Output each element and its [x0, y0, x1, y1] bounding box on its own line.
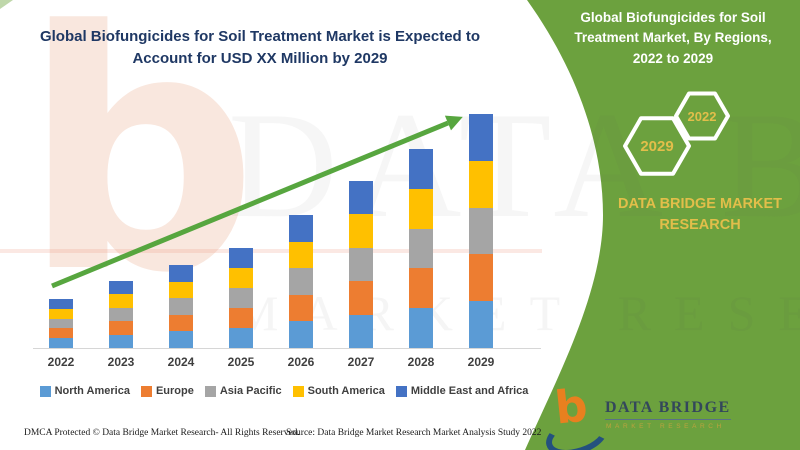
bar-segment-2022-middle-east-and-africa	[49, 299, 73, 309]
bar-segment-2023-north-america	[109, 334, 133, 348]
hexagon-2022-label: 2022	[687, 109, 717, 124]
bar-segment-2026-north-america	[289, 321, 313, 348]
bar-segment-2022-north-america	[49, 338, 73, 348]
x-axis-label-2028: 2028	[407, 355, 435, 369]
x-axis-label-2029: 2029	[467, 355, 495, 369]
hexagon-2029	[623, 116, 691, 176]
bar-segment-2025-south-america	[229, 268, 253, 288]
bar-segment-2026-middle-east-and-africa	[289, 215, 313, 242]
hexagons-graphic	[623, 91, 730, 176]
x-axis-line	[33, 348, 541, 349]
legend-label-middle-east-and-africa: Middle East and Africa	[410, 385, 529, 397]
green-panel-shape	[525, 0, 800, 450]
legend-item-north-america: North America	[39, 385, 130, 397]
bar-segment-2028-europe	[409, 268, 433, 309]
bar-segment-2028-south-america	[409, 188, 433, 229]
top-left-corner-accent	[0, 0, 13, 9]
legend-label-europe: Europe	[155, 385, 194, 397]
bar-segment-2029-europe	[469, 254, 493, 302]
legend-swatch-middle-east-and-africa	[395, 385, 407, 397]
bar-segment-2028-middle-east-and-africa	[409, 149, 433, 189]
bar-segment-2023-middle-east-and-africa	[109, 281, 133, 295]
hexagon-2029-label: 2029	[640, 138, 674, 155]
bar-segment-2023-south-america	[109, 294, 133, 308]
bar-segment-2027-middle-east-and-africa	[349, 181, 373, 215]
bar-segment-2024-north-america	[169, 331, 193, 348]
bar-segment-2029-south-america	[469, 160, 493, 208]
legend-label-south-america: South America	[307, 385, 385, 397]
bar-segment-2026-europe	[289, 294, 313, 322]
bar-segment-2024-south-america	[169, 281, 193, 299]
bar-segment-2027-south-america	[349, 214, 373, 248]
bar-segment-2027-europe	[349, 281, 373, 315]
bar-segment-2022-asia-pacific	[49, 318, 73, 329]
bar-segment-2026-south-america	[289, 241, 313, 269]
legend-swatch-south-america	[292, 385, 304, 397]
legend-label-asia-pacific: Asia Pacific	[219, 385, 282, 397]
bar-segment-2022-europe	[49, 328, 73, 339]
legend-item-south-america: South America	[292, 385, 385, 397]
x-axis-label-2023: 2023	[107, 355, 135, 369]
hexagon-2022	[674, 91, 730, 141]
x-axis-label-2024: 2024	[167, 355, 195, 369]
bar-segment-2026-asia-pacific	[289, 268, 313, 295]
bar-segment-2023-asia-pacific	[109, 307, 133, 322]
chart-legend: North America Europe Asia Pacific South Ame…	[26, 385, 542, 397]
footer-dmca-text: DMCA Protected © Data Bridge Market Rese…	[24, 428, 300, 438]
footer-source-text: Source: Data Bridge Market Research Mark…	[286, 428, 542, 438]
bar-segment-2022-south-america	[49, 308, 73, 319]
bar-segment-2025-north-america	[229, 328, 253, 348]
logo-tagline: MARKET RESEARCH	[606, 423, 725, 430]
logo-underline	[605, 419, 731, 420]
bar-segment-2027-north-america	[349, 314, 373, 348]
bar-segment-2024-middle-east-and-africa	[169, 265, 193, 282]
bar-segment-2025-europe	[229, 308, 253, 328]
legend-label-north-america: North America	[54, 385, 130, 397]
legend-swatch-europe	[140, 385, 152, 397]
bar-segment-2025-middle-east-and-africa	[229, 248, 253, 268]
legend-swatch-asia-pacific	[204, 385, 216, 397]
x-axis-label-2025: 2025	[227, 355, 255, 369]
legend-item-middle-east-and-africa: Middle East and Africa	[395, 385, 529, 397]
x-axis-label-2026: 2026	[287, 355, 315, 369]
bar-segment-2024-europe	[169, 314, 193, 332]
bar-segment-2027-asia-pacific	[349, 247, 373, 282]
legend-item-europe: Europe	[140, 385, 194, 397]
x-axis-label-2022: 2022	[47, 355, 75, 369]
bar-segment-2029-north-america	[469, 301, 493, 348]
panel-title: Global Biofungicides for Soil Treatment …	[574, 10, 772, 66]
chart-title: Global Biofungicides for Soil Treatment …	[39, 28, 481, 67]
data-bridge-logo: b DATA BRIDGE MARKET RESEARCH	[541, 378, 745, 450]
bar-segment-2029-middle-east-and-africa	[469, 114, 493, 161]
legend-item-asia-pacific: Asia Pacific	[204, 385, 282, 397]
bar-segment-2025-asia-pacific	[229, 288, 253, 308]
bar-segment-2028-asia-pacific	[409, 228, 433, 269]
x-axis-label-2027: 2027	[347, 355, 375, 369]
bar-segment-2029-asia-pacific	[469, 207, 493, 255]
legend-swatch-north-america	[39, 385, 51, 397]
logo-name: DATA BRIDGE	[605, 399, 731, 416]
bar-segment-2024-asia-pacific	[169, 298, 193, 315]
panel-brand-text: DATA BRIDGE MARKET RESEARCH	[617, 196, 783, 234]
logo-b-icon: b	[552, 378, 590, 435]
bar-segment-2028-north-america	[409, 308, 433, 348]
bar-segment-2023-europe	[109, 321, 133, 335]
